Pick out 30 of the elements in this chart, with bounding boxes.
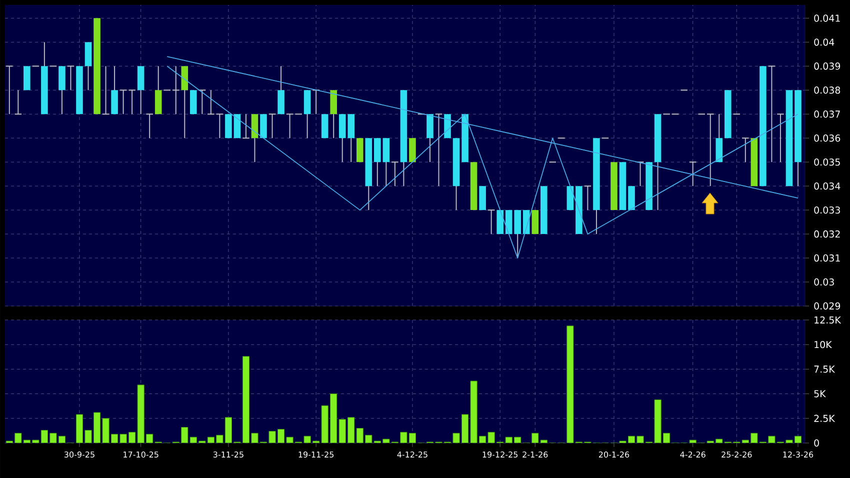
x-tick-label: 12-3-26: [783, 452, 814, 458]
x-tick-label: 3-11-25: [213, 452, 244, 458]
x-tick-label: 19-12-25: [482, 452, 518, 458]
y-tick-label: 0.031: [814, 254, 840, 262]
y-tick-label: 0.033: [814, 206, 840, 214]
y-tick-label: 0.04: [814, 38, 834, 46]
y-tick-label: 0.034: [814, 182, 840, 190]
x-tick-label: 25-2-26: [722, 452, 752, 458]
y-tick-label: 0.037: [814, 110, 840, 118]
y-tick-label: 0.036: [814, 134, 840, 142]
x-tick-label: 17-10-25: [124, 452, 158, 458]
y-tick-label: 7.5K: [814, 366, 836, 373]
y-tick-label: 0: [814, 439, 819, 447]
x-tick-label: 20-1-26: [598, 452, 630, 458]
x-tick-label: 4-2-26: [680, 452, 706, 458]
y-tick-label: 0.035: [814, 158, 840, 166]
y-tick-label: 0.039: [814, 62, 840, 70]
y-tick-label: 0.03: [814, 278, 834, 286]
y-tick-label: 12.5K: [814, 316, 842, 324]
y-tick-label: 5K: [814, 390, 826, 398]
y-tick-label: 0.032: [814, 230, 840, 238]
y-tick-label: 10K: [814, 340, 832, 348]
y-tick-label: 2.5K: [814, 414, 836, 422]
x-tick-label: 30-9-25: [64, 452, 94, 458]
x-tick-label: 19-11-25: [298, 452, 334, 458]
x-tick-label: 4-12-25: [397, 452, 428, 458]
x-tick-label: 2-1-26: [522, 452, 548, 458]
y-tick-label: 0.029: [814, 302, 840, 310]
y-tick-label: 0.038: [814, 86, 840, 94]
y-tick-label: 0.041: [814, 14, 840, 22]
